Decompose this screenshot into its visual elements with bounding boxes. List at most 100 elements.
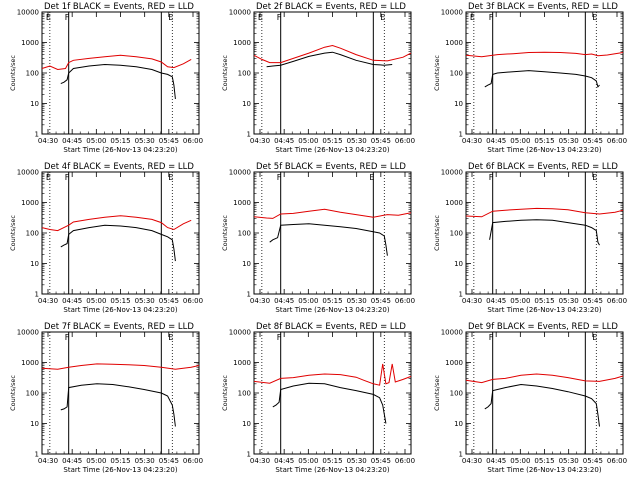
detector-plot-7: Det 7f BLACK = Events, RED = LLD 1 10 100 10… bbox=[9, 322, 203, 474]
y-tick-label: 1000 bbox=[233, 359, 251, 367]
x-tick-label: 04:45 bbox=[62, 457, 82, 465]
plot-title: Det 2f BLACK = Events, RED = LLD bbox=[256, 2, 406, 12]
plot-frame bbox=[253, 331, 412, 455]
y-tick-label: 1 bbox=[35, 291, 39, 299]
x-tick-label: 04:45 bbox=[274, 297, 294, 305]
x-tick-label: 05:45 bbox=[371, 297, 391, 305]
y-tick-label: 1 bbox=[247, 131, 251, 139]
y-tick-label: 10 bbox=[30, 260, 39, 268]
x-tick-label: 05:15 bbox=[322, 457, 342, 465]
plot-frame bbox=[465, 331, 624, 455]
x-tick-label: 04:30 bbox=[38, 297, 58, 305]
x-tick-label: 05:30 bbox=[559, 137, 579, 145]
x-axis-label: Start Time (26-Nov-13 04:23:20) bbox=[487, 146, 601, 154]
y-tick-label: 100 bbox=[238, 230, 251, 238]
interval-marker-label: E bbox=[46, 173, 51, 182]
x-tick-label: 05:00 bbox=[510, 457, 530, 465]
x-tick-label: 05:15 bbox=[110, 457, 130, 465]
y-tick-label: 10 bbox=[454, 100, 463, 108]
y-tick-label: 10 bbox=[242, 100, 251, 108]
x-tick-label: 05:00 bbox=[510, 137, 530, 145]
x-tick-label: 05:00 bbox=[86, 457, 106, 465]
plot-title: Det 6f BLACK = Events, RED = LLD bbox=[468, 162, 618, 172]
detector-plot-9: Det 9f BLACK = Events, RED = LLD 1 10 100 10… bbox=[433, 322, 627, 474]
series-lld bbox=[465, 207, 624, 218]
x-tick-label: 05:45 bbox=[583, 297, 603, 305]
y-tick-label: 1000 bbox=[445, 39, 463, 47]
plot-title: Det 1f BLACK = Events, RED = LLD bbox=[44, 2, 194, 12]
y-tick-label: 100 bbox=[238, 70, 251, 78]
x-tick-label: 05:15 bbox=[322, 137, 342, 145]
x-tick-label: 05:00 bbox=[298, 137, 318, 145]
interval-marker-label: E bbox=[592, 173, 597, 182]
y-tick-label: 10000 bbox=[229, 329, 251, 337]
x-tick-label: 05:15 bbox=[534, 137, 554, 145]
x-axis-label: Start Time (26-Nov-13 04:23:20) bbox=[487, 466, 601, 474]
x-tick-label: 06:00 bbox=[395, 297, 415, 305]
interval-marker-label: F bbox=[65, 173, 70, 182]
detector-plot-4: Det 4f BLACK = Events, RED = LLD 1 10 100 10… bbox=[9, 162, 203, 314]
y-tick-label: 10 bbox=[30, 420, 39, 428]
y-tick-label: 100 bbox=[26, 230, 39, 238]
y-tick-label: 1 bbox=[35, 131, 39, 139]
y-tick-label: 10 bbox=[242, 260, 251, 268]
x-tick-label: 04:30 bbox=[250, 137, 270, 145]
y-axis-label: Counts/sec bbox=[221, 215, 229, 251]
x-tick-label: 04:45 bbox=[62, 297, 82, 305]
x-tick-label: 05:45 bbox=[583, 137, 603, 145]
x-tick-label: 06:00 bbox=[607, 137, 627, 145]
x-tick-label: 05:45 bbox=[371, 137, 391, 145]
y-tick-label: 10000 bbox=[17, 169, 39, 177]
x-tick-label: 06:00 bbox=[183, 297, 203, 305]
x-tick-label: 06:00 bbox=[395, 457, 415, 465]
series-events bbox=[266, 51, 393, 68]
x-tick-label: 04:45 bbox=[486, 137, 506, 145]
x-tick-label: 05:45 bbox=[159, 297, 179, 305]
plot-frame bbox=[253, 171, 412, 295]
plot-frame bbox=[253, 11, 412, 135]
y-axis-label: Counts/sec bbox=[433, 215, 441, 251]
interval-marker-label: F bbox=[65, 13, 70, 22]
series-lld bbox=[253, 363, 412, 386]
y-tick-label: 10000 bbox=[441, 329, 463, 337]
y-tick-label: 100 bbox=[238, 390, 251, 398]
y-tick-label: 100 bbox=[450, 230, 463, 238]
y-tick-label: 10 bbox=[454, 260, 463, 268]
x-tick-label: 06:00 bbox=[395, 137, 415, 145]
x-tick-label: 04:30 bbox=[462, 457, 482, 465]
plot-title: Det 3f BLACK = Events, RED = LLD bbox=[468, 2, 618, 12]
series-events bbox=[60, 63, 176, 100]
y-axis-label: Counts/sec bbox=[9, 55, 17, 91]
x-tick-label: 04:30 bbox=[250, 297, 270, 305]
interval-marker-label: F bbox=[489, 333, 494, 342]
interval-marker-label: E bbox=[258, 13, 263, 22]
y-tick-label: 1 bbox=[247, 451, 251, 459]
x-axis-label: Start Time (26-Nov-13 04:23:20) bbox=[63, 306, 177, 314]
y-tick-label: 10000 bbox=[441, 169, 463, 177]
x-tick-label: 05:00 bbox=[86, 297, 106, 305]
y-tick-label: 1 bbox=[459, 291, 463, 299]
plot-title: Det 4f BLACK = Events, RED = LLD bbox=[44, 162, 194, 172]
y-axis-label: Counts/sec bbox=[221, 375, 229, 411]
x-tick-label: 04:45 bbox=[486, 297, 506, 305]
x-tick-label: 05:30 bbox=[347, 297, 367, 305]
y-tick-label: 10 bbox=[30, 100, 39, 108]
x-tick-label: 05:15 bbox=[534, 457, 554, 465]
interval-marker-label: F bbox=[277, 173, 282, 182]
x-tick-label: 05:45 bbox=[159, 137, 179, 145]
y-tick-label: 100 bbox=[450, 70, 463, 78]
y-axis-label: Counts/sec bbox=[433, 375, 441, 411]
x-tick-label: 05:15 bbox=[110, 297, 130, 305]
y-axis-label: Counts/sec bbox=[9, 215, 17, 251]
series-lld bbox=[465, 51, 624, 58]
series-events bbox=[269, 223, 388, 256]
x-tick-label: 05:30 bbox=[347, 137, 367, 145]
plot-title: Det 8f BLACK = Events, RED = LLD bbox=[256, 322, 406, 332]
x-tick-label: 04:30 bbox=[462, 137, 482, 145]
series-events bbox=[484, 70, 600, 88]
series-lld bbox=[253, 44, 412, 64]
series-lld bbox=[41, 363, 200, 370]
y-tick-label: 10000 bbox=[441, 9, 463, 17]
plot-frame bbox=[41, 171, 200, 295]
